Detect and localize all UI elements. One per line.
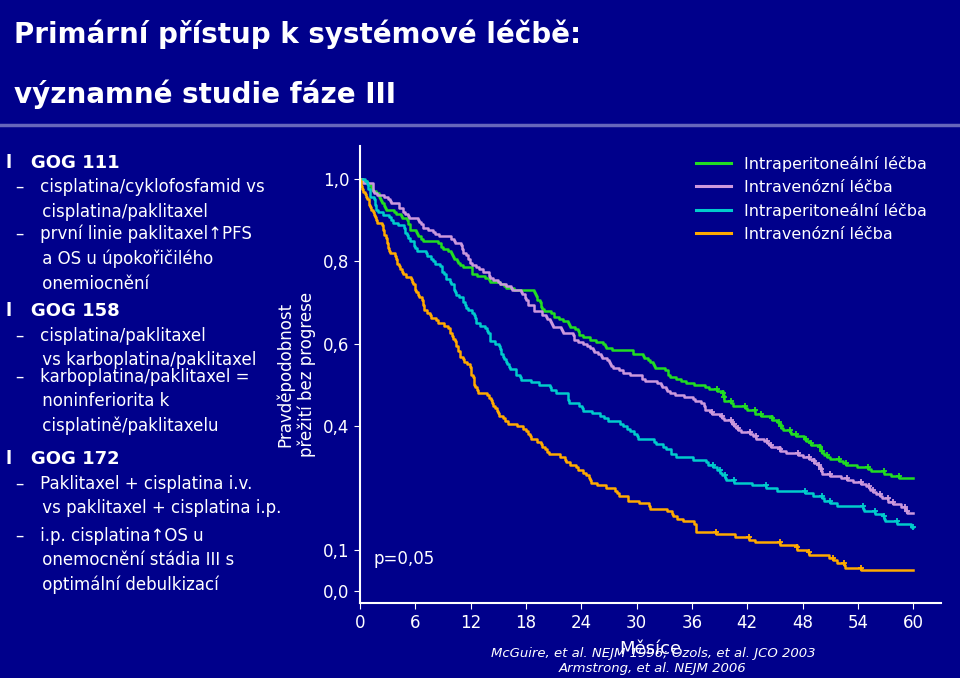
Text: Pravděpodobnost
přežití bez progrese: Pravděpodobnost přežití bez progrese <box>276 292 316 457</box>
Text: l   GOG 111: l GOG 111 <box>7 153 120 172</box>
X-axis label: Měsíce: Měsíce <box>619 640 682 658</box>
Text: –   i.p. cisplatina↑OS u
     onemocnění stádia III s
     optimální debulkizací: – i.p. cisplatina↑OS u onemocnění stádia… <box>16 527 234 595</box>
Text: –   cisplatina/paklitaxel
     vs karboplatina/paklitaxel: – cisplatina/paklitaxel vs karboplatina/… <box>16 327 256 369</box>
Text: Primární přístup k systémové léčbě:: Primární přístup k systémové léčbě: <box>14 19 582 49</box>
Text: p=0,05: p=0,05 <box>373 551 435 568</box>
Text: l   GOG 158: l GOG 158 <box>7 302 120 320</box>
Text: l   GOG 172: l GOG 172 <box>7 450 120 468</box>
Text: –   Paklitaxel + cisplatina i.v.
     vs paklitaxel + cisplatina i.p.: – Paklitaxel + cisplatina i.v. vs paklit… <box>16 475 281 517</box>
Text: významné studie fáze III: významné studie fáze III <box>14 80 396 109</box>
Text: –   karboplatina/paklitaxel =
     noninferiorita k
     cisplatině/paklitaxelu: – karboplatina/paklitaxel = noninferiori… <box>16 367 250 435</box>
Legend: Intraperitoneální léčba, Intravenózní léčba, Intraperitoneální léčba, Intravenóz: Intraperitoneální léčba, Intravenózní lé… <box>689 149 933 248</box>
Text: –   cisplatina/cyklofosfamid vs
     cisplatina/paklitaxel: – cisplatina/cyklofosfamid vs cisplatina… <box>16 178 265 220</box>
Text: –   první linie paklitaxel↑PFS
     a OS u úpokořičilého
     onemiocnění: – první linie paklitaxel↑PFS a OS u úpok… <box>16 225 252 293</box>
Text: McGuire, et al. NEJM 1996; Ozols, et al. JCO 2003
Armstrong, et al. NEJM 2006: McGuire, et al. NEJM 1996; Ozols, et al.… <box>491 647 815 675</box>
